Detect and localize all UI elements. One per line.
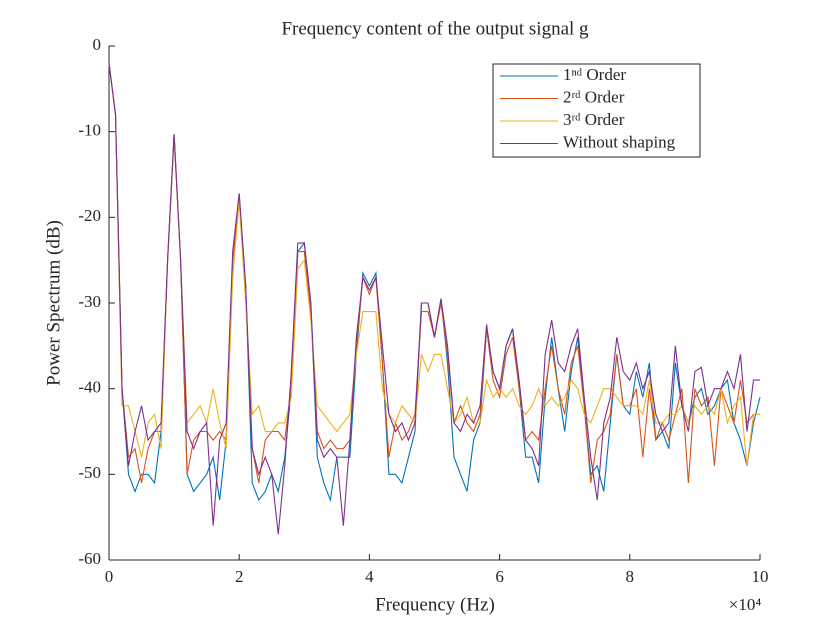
legend-label: 2ʳᵈ Order bbox=[563, 87, 625, 106]
y-tick-label: -50 bbox=[78, 463, 101, 482]
y-tick-label: -60 bbox=[78, 549, 101, 568]
chart-title: Frequency content of the output signal g bbox=[281, 18, 589, 39]
x-tick-label: 8 bbox=[626, 567, 635, 586]
series-line bbox=[108, 63, 760, 535]
legend-label: Without shaping bbox=[563, 132, 676, 151]
y-tick-label: -10 bbox=[78, 121, 101, 140]
legend-label: 3ʳᵈ Order bbox=[563, 110, 625, 129]
y-tick-label: -40 bbox=[78, 378, 101, 397]
plot-area bbox=[108, 63, 761, 535]
x-multiplier: ×10⁴ bbox=[729, 595, 762, 614]
x-tick-label: 0 bbox=[105, 567, 114, 586]
y-tick-label: -20 bbox=[78, 206, 101, 225]
legend-label: 1ⁿᵈ Order bbox=[563, 65, 626, 84]
y-tick-label: 0 bbox=[93, 35, 102, 54]
x-tick-label: 2 bbox=[235, 567, 244, 586]
x-tick-label: 10 bbox=[752, 567, 769, 586]
series-line bbox=[108, 63, 760, 466]
y-tick-label: -30 bbox=[78, 292, 101, 311]
legend-box bbox=[492, 63, 701, 158]
x-tick-label: 4 bbox=[365, 567, 374, 586]
legend: 1ⁿᵈ Order 2ʳᵈ Order 3ʳᵈ Order Without shapi… bbox=[492, 63, 701, 158]
x-tick-label: 6 bbox=[495, 567, 504, 586]
y-axis-label: Power Spectrum (dB) bbox=[43, 220, 64, 386]
x-axis-label: Frequency (Hz) bbox=[375, 594, 495, 615]
